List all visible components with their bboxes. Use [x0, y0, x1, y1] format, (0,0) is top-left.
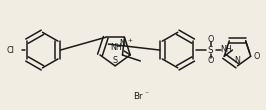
- Text: S: S: [208, 46, 213, 55]
- Text: O: O: [207, 56, 214, 65]
- Text: O: O: [207, 35, 214, 44]
- Text: S: S: [113, 56, 118, 65]
- Text: +: +: [128, 38, 133, 43]
- Text: N: N: [119, 39, 125, 48]
- Text: ⁻: ⁻: [144, 90, 148, 99]
- Text: N: N: [235, 56, 240, 65]
- Text: O: O: [253, 52, 260, 61]
- Text: NH: NH: [221, 45, 232, 54]
- Text: Cl: Cl: [7, 46, 15, 55]
- Text: Br: Br: [134, 92, 143, 101]
- Text: NH: NH: [110, 43, 122, 52]
